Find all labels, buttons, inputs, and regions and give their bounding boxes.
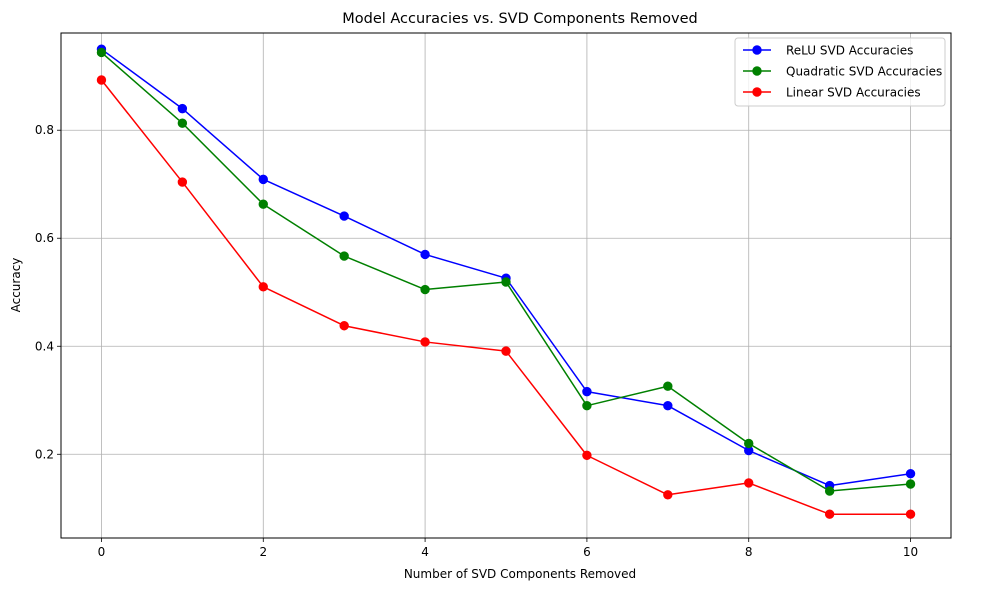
series-line-quadratic-svd-accuracies xyxy=(100,51,911,492)
data-point-relu-svd-accuracies xyxy=(905,469,916,479)
x-tick-label: 2 xyxy=(259,545,267,559)
legend: ReLU SVD Accuracies Quadratic SVD Accurac… xyxy=(734,37,946,107)
data-point-quadratic-svd-accuracies xyxy=(663,381,673,391)
data-point-relu-svd-accuracies xyxy=(177,103,188,114)
data-point-linear-svd-accuracies xyxy=(501,346,511,356)
chart-title: Model Accuracies vs. SVD Components Remo… xyxy=(342,11,698,27)
series-line-linear-svd-accuracies xyxy=(100,79,911,515)
legend-label: ReLU SVD Accuracies xyxy=(786,44,913,58)
data-point-quadratic-svd-accuracies xyxy=(339,251,349,261)
legend-marker xyxy=(752,66,762,76)
legend-label: Quadratic SVD Accuracies xyxy=(786,65,942,79)
data-point-relu-svd-accuracies xyxy=(420,249,430,260)
y-tick-label: 0.2 xyxy=(35,447,54,461)
data-point-linear-svd-accuracies xyxy=(744,478,754,488)
data-point-quadratic-svd-accuracies xyxy=(258,199,268,209)
x-tick-label: 0 xyxy=(98,545,106,559)
data-point-linear-svd-accuracies xyxy=(582,450,592,461)
x-tick-label: 6 xyxy=(583,545,591,559)
data-point-relu-svd-accuracies xyxy=(582,386,592,397)
data-point-quadratic-svd-accuracies xyxy=(824,486,835,496)
data-point-linear-svd-accuracies xyxy=(339,321,349,331)
legend-item-relu-svd-accuracies: ReLU SVD Accuracies xyxy=(743,44,913,58)
axis-ticks: 0 2 4 6 8 10 0.2 0.4 0.6 0.8 xyxy=(35,123,918,559)
data-point-linear-svd-accuracies xyxy=(905,509,916,519)
series-relu-svd-accuracies xyxy=(96,44,916,491)
data-point-quadratic-svd-accuracies xyxy=(501,277,511,287)
data-point-linear-svd-accuracies xyxy=(177,177,188,187)
legend-item-quadratic-svd-accuracies: Quadratic SVD Accuracies xyxy=(743,65,942,79)
legend-item-linear-svd-accuracies: Linear SVD Accuracies xyxy=(743,86,921,100)
y-tick-label: 0.8 xyxy=(35,123,54,137)
y-tick-label: 0.4 xyxy=(35,339,54,353)
data-point-relu-svd-accuracies xyxy=(258,174,268,185)
x-tick-label: 4 xyxy=(421,545,429,559)
data-point-quadratic-svd-accuracies xyxy=(582,400,592,411)
plot-frame xyxy=(60,32,952,539)
data-point-linear-svd-accuracies xyxy=(420,337,430,347)
x-tick-label: 10 xyxy=(903,545,918,559)
legend-label: Linear SVD Accuracies xyxy=(786,86,921,100)
y-tick-label: 0.6 xyxy=(35,231,54,245)
data-point-linear-svd-accuracies xyxy=(258,282,268,292)
grid xyxy=(61,33,951,538)
series-group xyxy=(96,44,916,519)
x-axis-label: Number of SVD Components Removed xyxy=(404,567,636,581)
legend-box xyxy=(734,37,946,107)
data-point-quadratic-svd-accuracies xyxy=(905,479,916,489)
series-line-relu-svd-accuracies xyxy=(101,48,911,487)
data-point-relu-svd-accuracies xyxy=(663,400,673,411)
data-point-relu-svd-accuracies xyxy=(339,211,349,221)
data-point-quadratic-svd-accuracies xyxy=(177,118,188,128)
data-point-quadratic-svd-accuracies xyxy=(420,284,430,295)
series-linear-svd-accuracies xyxy=(96,75,916,519)
data-point-linear-svd-accuracies xyxy=(663,490,673,500)
legend-marker xyxy=(752,45,762,55)
legend-marker xyxy=(752,87,762,97)
data-point-quadratic-svd-accuracies xyxy=(744,438,754,449)
y-axis-label: Accuracy xyxy=(9,258,23,313)
data-point-linear-svd-accuracies xyxy=(96,75,107,85)
data-point-quadratic-svd-accuracies xyxy=(96,47,107,58)
x-tick-label: 8 xyxy=(745,545,753,559)
series-quadratic-svd-accuracies xyxy=(96,47,916,496)
data-point-linear-svd-accuracies xyxy=(824,509,835,519)
